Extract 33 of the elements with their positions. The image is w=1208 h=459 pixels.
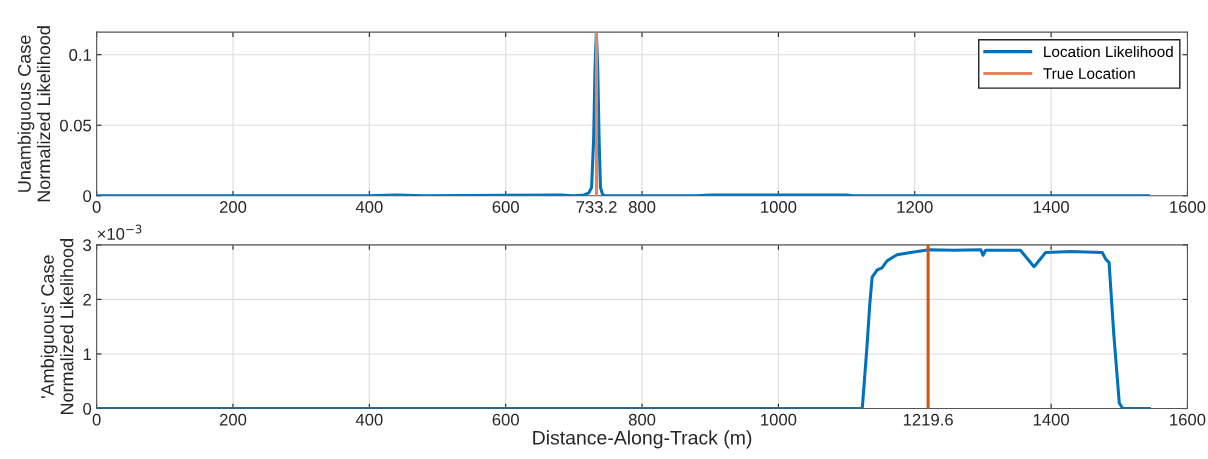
- x-tick-label: 800: [628, 201, 656, 213]
- y-tick-label: 0: [83, 190, 92, 202]
- x-tick-label: 400: [355, 413, 383, 426]
- x-tick-label: 400: [355, 201, 383, 213]
- y-tick-label: 0.05: [60, 119, 92, 132]
- y-tick-label: 2: [83, 293, 91, 306]
- legend-label: Location Likelihood: [1044, 45, 1173, 58]
- y-tick-label: 0.1: [69, 49, 91, 61]
- x-tick-label: 1600: [1170, 413, 1206, 426]
- y-tick-label: 1: [83, 348, 91, 360]
- x-tick-label: 600: [492, 201, 519, 213]
- y-axis-title: 'Ambiguous' Case Normalized Likelihood: [40, 239, 74, 415]
- x-tick-label: 1600: [1170, 201, 1206, 213]
- x-tick-label: 200: [219, 413, 247, 426]
- x-axis-title: Distance-Along-Track (m): [533, 430, 752, 449]
- x-tick-label: 1200: [897, 201, 933, 213]
- x-tick-label: 1400: [1033, 201, 1069, 213]
- x-tick-label: 1000: [761, 413, 797, 426]
- x-tick-label: 0: [92, 413, 101, 426]
- y-axis-title: Unambiguous Case Normalized Likelihood: [17, 26, 51, 202]
- y-tick-label: 3: [83, 239, 92, 252]
- line-series: [96, 248, 1151, 409]
- x-tick-label: 200: [219, 201, 247, 213]
- x-tick-label: 0: [92, 201, 101, 213]
- x-tick-label: 800: [628, 413, 656, 426]
- x-tick-label: 1400: [1033, 413, 1069, 426]
- text: ×10$^{−3}$: [97, 224, 142, 240]
- y-tick-label: 0: [83, 402, 92, 415]
- x-tick-label: 600: [492, 413, 519, 426]
- x-tick-label: 733.2: [576, 201, 617, 213]
- x-tick-label: 1000: [761, 201, 797, 213]
- x-tick-label: 1219.6: [903, 413, 953, 426]
- legend-label: True Location: [1043, 67, 1135, 79]
